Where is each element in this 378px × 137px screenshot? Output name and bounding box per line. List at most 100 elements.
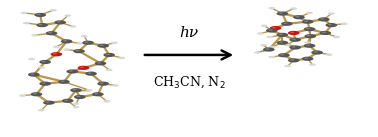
Circle shape	[97, 82, 109, 86]
Circle shape	[70, 25, 76, 28]
Circle shape	[119, 57, 125, 59]
Circle shape	[19, 94, 26, 97]
Circle shape	[319, 31, 331, 35]
Circle shape	[42, 82, 46, 84]
Circle shape	[268, 29, 273, 31]
Circle shape	[61, 39, 73, 43]
Circle shape	[39, 24, 43, 25]
Circle shape	[112, 84, 119, 87]
Circle shape	[74, 95, 86, 99]
Circle shape	[73, 102, 79, 105]
Circle shape	[309, 63, 316, 66]
Circle shape	[293, 15, 305, 19]
Circle shape	[265, 48, 270, 50]
Circle shape	[322, 32, 326, 33]
Circle shape	[311, 50, 323, 55]
Circle shape	[304, 41, 311, 44]
Circle shape	[103, 53, 115, 57]
Circle shape	[42, 61, 46, 62]
Circle shape	[288, 58, 299, 62]
Circle shape	[296, 16, 299, 17]
Circle shape	[76, 42, 83, 45]
Circle shape	[304, 58, 308, 59]
Circle shape	[73, 106, 79, 108]
Circle shape	[266, 28, 278, 33]
Circle shape	[277, 33, 288, 37]
Circle shape	[38, 109, 45, 112]
Circle shape	[281, 22, 293, 26]
Circle shape	[279, 34, 283, 35]
Circle shape	[92, 92, 104, 96]
Circle shape	[73, 49, 85, 53]
Circle shape	[31, 92, 42, 96]
Circle shape	[290, 59, 294, 61]
Circle shape	[277, 12, 288, 16]
Circle shape	[280, 54, 285, 55]
Circle shape	[325, 23, 337, 27]
Circle shape	[39, 82, 51, 86]
Circle shape	[85, 72, 97, 76]
Circle shape	[268, 56, 275, 58]
Circle shape	[53, 46, 60, 48]
Circle shape	[73, 89, 77, 90]
Circle shape	[111, 42, 118, 44]
Circle shape	[306, 44, 310, 46]
Circle shape	[88, 72, 91, 74]
Circle shape	[106, 69, 113, 71]
Circle shape	[277, 41, 288, 45]
Circle shape	[326, 53, 333, 56]
Circle shape	[64, 14, 71, 17]
Circle shape	[39, 60, 51, 64]
Circle shape	[270, 26, 282, 30]
Circle shape	[76, 96, 81, 97]
Circle shape	[307, 35, 311, 36]
Circle shape	[53, 53, 57, 55]
Circle shape	[33, 93, 37, 95]
Circle shape	[57, 21, 61, 23]
Circle shape	[46, 31, 57, 35]
Circle shape	[257, 32, 264, 35]
Circle shape	[302, 57, 313, 61]
Circle shape	[333, 36, 340, 38]
Circle shape	[54, 20, 66, 25]
Circle shape	[48, 32, 52, 33]
Circle shape	[78, 66, 89, 70]
Circle shape	[313, 51, 318, 53]
Circle shape	[328, 24, 332, 25]
Circle shape	[38, 66, 45, 69]
Circle shape	[303, 20, 310, 22]
Circle shape	[51, 52, 62, 56]
Circle shape	[318, 17, 330, 22]
Circle shape	[263, 47, 275, 52]
Circle shape	[272, 27, 276, 28]
Circle shape	[97, 62, 101, 64]
Circle shape	[268, 7, 275, 9]
Circle shape	[94, 93, 98, 95]
Circle shape	[306, 28, 310, 29]
Circle shape	[279, 12, 283, 14]
Circle shape	[60, 81, 65, 82]
Circle shape	[34, 13, 46, 17]
Circle shape	[304, 27, 315, 31]
Circle shape	[86, 89, 93, 91]
Circle shape	[260, 44, 267, 46]
Circle shape	[21, 12, 28, 14]
Circle shape	[100, 82, 104, 84]
Circle shape	[106, 54, 110, 55]
Circle shape	[268, 46, 275, 48]
Circle shape	[104, 100, 110, 102]
Circle shape	[328, 12, 335, 15]
Circle shape	[94, 61, 106, 65]
Circle shape	[58, 80, 70, 84]
Circle shape	[290, 7, 297, 10]
Circle shape	[266, 36, 273, 38]
Text: hν: hν	[180, 26, 198, 40]
Circle shape	[284, 44, 290, 46]
Circle shape	[30, 73, 34, 75]
Circle shape	[100, 44, 104, 46]
Circle shape	[288, 31, 299, 35]
Circle shape	[28, 58, 35, 60]
Circle shape	[302, 20, 313, 24]
Circle shape	[290, 32, 294, 33]
Circle shape	[320, 18, 324, 20]
